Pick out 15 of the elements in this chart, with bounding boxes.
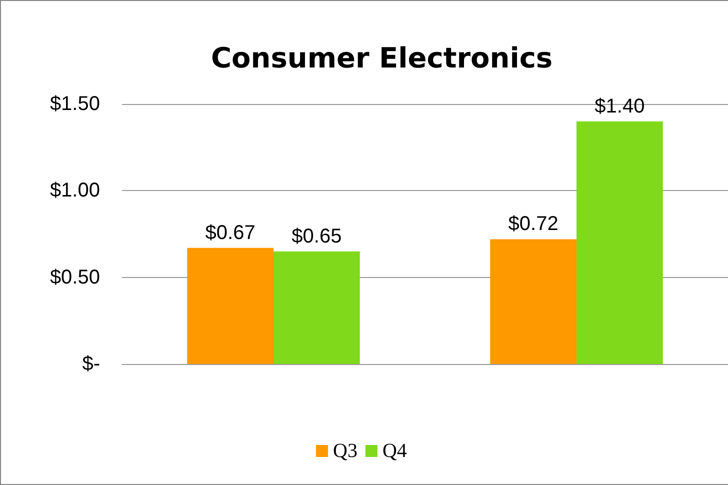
bar: [490, 239, 576, 364]
y-tick-label: $0.50: [50, 266, 100, 288]
data-label: $1.40: [594, 95, 645, 118]
data-label: $0.67: [205, 222, 256, 244]
data-label: $0.72: [508, 213, 558, 236]
data-label: $0.65: [292, 225, 342, 248]
y-tick-label: $1.50: [50, 93, 100, 115]
y-tick-label: $1.00: [50, 180, 100, 202]
y-tick-label: $-: [82, 353, 100, 375]
bar: [274, 251, 360, 364]
chart-title: Consumer Electronics: [211, 42, 553, 74]
bar: [576, 121, 663, 364]
legend-label: Q3: [333, 440, 358, 462]
bar: [187, 248, 274, 364]
legend-label: Q4: [382, 440, 407, 462]
